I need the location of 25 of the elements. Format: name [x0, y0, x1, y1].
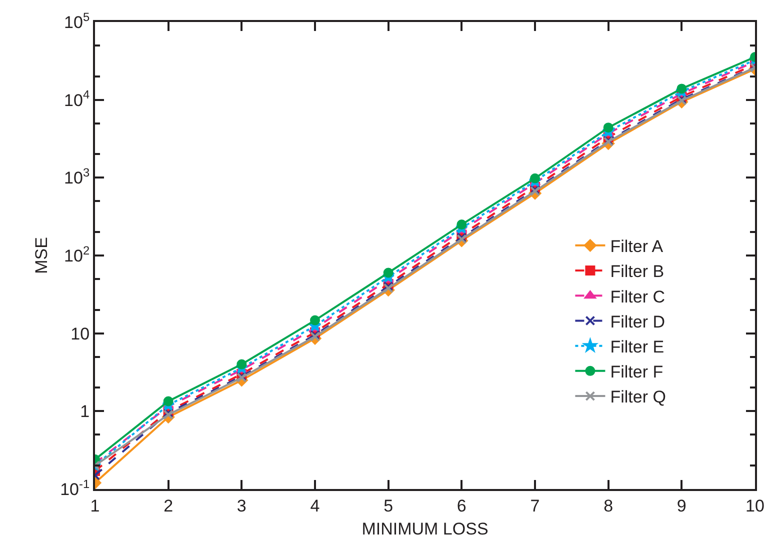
y-tick-label: 10 [70, 324, 90, 344]
y-tick-label: 1 [80, 402, 90, 422]
x-tick-label: 9 [676, 496, 686, 516]
x-tick-label: 7 [530, 496, 540, 516]
x-tick-label: 2 [164, 496, 174, 516]
x-tick-label: 10 [746, 496, 764, 516]
y-tick-label: 10$^{3}$ [64, 165, 90, 188]
legend-label: Filter D [610, 312, 665, 332]
legend-label: Filter E [610, 337, 664, 356]
y-tick-label: 10$^{-1}$ [60, 476, 90, 499]
legend-label: Filter Q [610, 388, 666, 407]
x-tick-label: 4 [310, 496, 320, 516]
x-tick-label: 6 [456, 496, 466, 516]
legend-label: Filter A [610, 237, 664, 256]
x-tick-label: 8 [604, 496, 614, 516]
y-axis-title: MSE [32, 237, 52, 274]
x-axis-title: MINIMUM LOSS [362, 519, 488, 538]
legend-label: Filter B [610, 262, 664, 282]
y-tick-label: 10$^{4}$ [64, 88, 90, 110]
legend-label: Filter F [610, 362, 664, 382]
legend-label: Filter C [610, 287, 665, 306]
y-tick-label: 10$^{2}$ [64, 243, 90, 266]
y-tick-label: 10$^{5}$ [64, 10, 90, 32]
x-tick-label: 3 [236, 496, 246, 516]
x-tick-label: 5 [384, 496, 394, 516]
